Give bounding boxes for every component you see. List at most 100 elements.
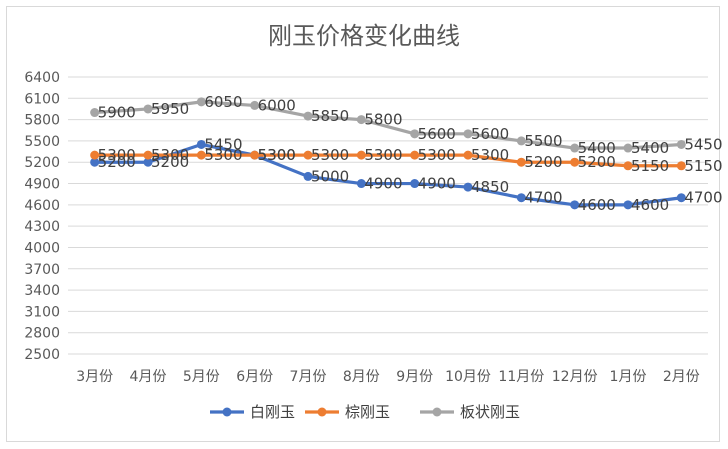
data-point — [516, 193, 526, 203]
x-tick-label: 2月份 — [663, 369, 700, 385]
data-point — [143, 157, 153, 167]
data-label: 5400 — [631, 139, 669, 157]
x-tick-label: 4月份 — [130, 369, 167, 385]
y-tick-label: 4900 — [24, 177, 60, 193]
y-axis: 2500 2800 3100 3400 3700 4000 4300 4600 4900 5200… — [24, 70, 60, 363]
data-label: 5400 — [578, 139, 616, 157]
data-label: 5600 — [471, 125, 509, 143]
x-tick-label: 11月份 — [498, 369, 544, 385]
data-label: 6050 — [204, 93, 242, 111]
data-point — [196, 150, 206, 160]
data-point — [90, 150, 100, 160]
data-point — [250, 100, 260, 110]
legend-marker — [317, 407, 327, 417]
y-tick-label: 4300 — [24, 219, 60, 235]
data-point — [356, 179, 366, 189]
x-tick-label: 3月份 — [76, 369, 113, 385]
data-point — [410, 129, 420, 139]
data-label: 5900 — [98, 104, 136, 122]
x-tick-label: 5月份 — [183, 369, 220, 385]
data-label: 5300 — [258, 146, 296, 164]
data-point — [676, 161, 686, 171]
y-tick-label: 6400 — [24, 70, 60, 86]
data-point — [410, 179, 420, 189]
y-tick-label: 2500 — [24, 347, 60, 363]
data-label: 5600 — [418, 125, 456, 143]
y-tick-label: 2800 — [24, 326, 60, 342]
y-tick-label: 5200 — [24, 155, 60, 171]
data-point — [516, 157, 526, 167]
data-label: 4700 — [524, 189, 562, 207]
data-label: 5300 — [418, 146, 456, 164]
data-point — [90, 108, 100, 118]
data-label: 5150 — [631, 157, 669, 175]
y-tick-label: 6100 — [24, 91, 60, 107]
series-line-1 — [94, 142, 682, 207]
data-label: 5300 — [364, 146, 402, 164]
data-label: 5200 — [578, 153, 616, 171]
x-axis: 3月份 4月份 5月份 6月份 7月份 8月份 9月份 10月份 11月份 12月份 1月份 2月份 — [76, 369, 700, 385]
x-tick-label: 10月份 — [445, 369, 491, 385]
legend-entry: 板状刚玉 — [460, 403, 520, 421]
data-label: 5450 — [684, 135, 722, 153]
data-point — [623, 161, 633, 171]
data-label: 4700 — [684, 189, 722, 207]
data-label: 4900 — [418, 175, 456, 193]
data-point — [570, 157, 580, 167]
data-label: 5000 — [311, 167, 349, 185]
data-label: 4850 — [471, 178, 509, 196]
x-tick-label: 6月份 — [236, 369, 273, 385]
y-tick-label: 4000 — [24, 240, 60, 256]
data-label: 5300 — [311, 146, 349, 164]
y-tick-label: 5500 — [24, 134, 60, 150]
data-label: 5300 — [204, 146, 242, 164]
data-label: 5300 — [258, 146, 296, 164]
y-tick-label: 3400 — [24, 283, 60, 299]
data-point — [303, 171, 313, 181]
data-point — [676, 193, 686, 203]
data-point — [463, 129, 473, 139]
data-label: 5800 — [364, 111, 402, 129]
data-label: 5200 — [151, 153, 189, 171]
data-label: 4600 — [631, 196, 669, 214]
data-point — [356, 115, 366, 125]
data-point — [250, 150, 260, 160]
chart-title: 刚玉价格变化曲线 — [268, 22, 460, 50]
data-point — [623, 143, 633, 153]
data-point — [463, 182, 473, 192]
chart-area — [6, 6, 720, 442]
data-point — [463, 150, 473, 160]
data-point — [410, 150, 420, 160]
x-tick-label: 1月份 — [610, 369, 647, 385]
data-label: 5500 — [524, 132, 562, 150]
x-tick-label: 7月份 — [290, 369, 327, 385]
data-label: 5150 — [684, 157, 722, 175]
legend-entry: 白刚玉 — [250, 403, 295, 421]
series-lines — [90, 97, 686, 210]
data-point — [570, 143, 580, 153]
data-label: 5450 — [204, 135, 242, 153]
data-label: 5300 — [98, 146, 136, 164]
legend-marker — [432, 407, 442, 417]
data-point — [90, 157, 100, 167]
data-label: 5200 — [98, 153, 136, 171]
data-label: 4900 — [364, 175, 402, 193]
y-tick-label: 3700 — [24, 262, 60, 278]
data-label: 5950 — [151, 100, 189, 118]
data-label: 6000 — [258, 96, 296, 114]
data-point — [143, 150, 153, 160]
legend-marker — [222, 407, 232, 417]
series-line-2 — [94, 153, 682, 168]
x-tick-label: 9月份 — [396, 369, 433, 385]
gridlines — [68, 76, 708, 355]
data-point — [356, 150, 366, 160]
data-label: 4600 — [578, 196, 616, 214]
legend-entry: 棕刚玉 — [345, 403, 390, 421]
data-point — [196, 139, 206, 149]
data-point — [196, 97, 206, 107]
data-label: 5200 — [524, 153, 562, 171]
x-tick-label: 12月份 — [552, 369, 598, 385]
x-tick-label: 8月份 — [343, 369, 380, 385]
